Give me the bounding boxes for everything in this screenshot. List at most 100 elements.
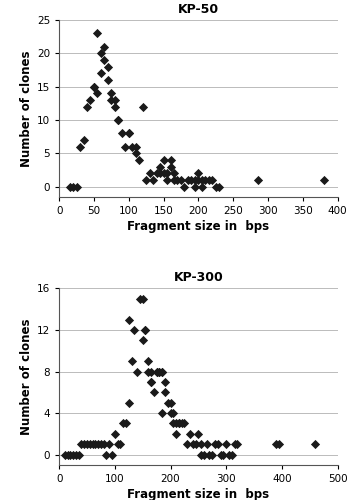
Point	[229, 450, 235, 458]
Point	[140, 295, 145, 303]
Point	[151, 388, 157, 396]
Point	[150, 176, 156, 184]
Point	[134, 368, 140, 376]
Point	[145, 368, 151, 376]
Point	[126, 316, 132, 324]
Point	[198, 450, 204, 458]
Point	[196, 176, 201, 184]
Point	[199, 176, 205, 184]
Point	[84, 440, 90, 448]
Point	[203, 176, 208, 184]
Point	[159, 368, 165, 376]
Point	[132, 326, 137, 334]
Point	[74, 182, 79, 190]
Point	[189, 176, 194, 184]
Point	[79, 440, 84, 448]
Point	[255, 176, 260, 184]
Point	[154, 368, 159, 376]
Point	[161, 156, 166, 164]
Point	[157, 368, 162, 376]
Point	[136, 156, 142, 164]
Title: KP-50: KP-50	[178, 3, 219, 16]
Point	[171, 176, 177, 184]
Point	[123, 420, 129, 428]
Point	[98, 70, 104, 78]
Point	[161, 170, 166, 177]
Point	[104, 450, 109, 458]
Point	[118, 440, 123, 448]
Point	[213, 182, 219, 190]
Y-axis label: Number of clones: Number of clones	[20, 318, 33, 435]
Point	[126, 130, 132, 138]
Point	[109, 90, 114, 98]
Point	[164, 170, 170, 177]
Point	[143, 326, 148, 334]
Point	[321, 176, 326, 184]
Point	[62, 450, 68, 458]
Point	[137, 295, 143, 303]
Point	[274, 440, 279, 448]
Point	[109, 96, 114, 104]
Point	[76, 450, 81, 458]
Point	[198, 440, 204, 448]
Point	[178, 176, 184, 184]
Point	[157, 162, 163, 170]
Point	[204, 440, 209, 448]
Point	[140, 102, 145, 110]
Point	[162, 388, 168, 396]
Point	[157, 170, 163, 177]
Point	[185, 176, 191, 184]
Point	[168, 409, 173, 417]
Point	[171, 420, 176, 428]
Point	[90, 440, 95, 448]
Point	[133, 142, 139, 150]
Point	[87, 440, 93, 448]
Title: KP-300: KP-300	[174, 272, 223, 284]
Point	[192, 182, 198, 190]
Point	[196, 170, 201, 177]
Point	[182, 182, 187, 190]
Point	[173, 420, 179, 428]
Point	[193, 440, 198, 448]
Point	[173, 430, 179, 438]
Point	[98, 440, 104, 448]
Point	[93, 440, 98, 448]
Point	[102, 56, 107, 64]
Y-axis label: Number of clones: Number of clones	[20, 50, 33, 166]
Point	[182, 420, 187, 428]
Point	[148, 378, 154, 386]
Point	[95, 90, 100, 98]
Point	[145, 357, 151, 365]
Point	[95, 30, 100, 38]
Point	[91, 82, 97, 90]
Point	[232, 440, 237, 448]
Point	[223, 440, 229, 448]
Point	[95, 440, 101, 448]
Point	[68, 450, 73, 458]
Point	[143, 326, 148, 334]
X-axis label: Fragment size in  bps: Fragment size in bps	[127, 220, 269, 233]
Point	[116, 116, 121, 124]
Point	[226, 450, 232, 458]
Point	[67, 182, 72, 190]
Point	[148, 378, 154, 386]
Point	[276, 440, 282, 448]
Point	[154, 170, 159, 177]
Point	[140, 336, 145, 344]
Point	[184, 440, 190, 448]
Point	[98, 50, 104, 58]
Point	[81, 136, 86, 144]
Point	[209, 176, 215, 184]
Point	[126, 130, 132, 138]
Point	[313, 440, 318, 448]
Point	[133, 150, 139, 158]
Point	[102, 42, 107, 50]
Point	[154, 368, 159, 376]
Point	[215, 440, 221, 448]
Point	[176, 420, 182, 428]
Point	[187, 430, 193, 438]
Point	[201, 450, 207, 458]
Point	[120, 420, 126, 428]
Point	[143, 176, 149, 184]
Point	[168, 162, 173, 170]
